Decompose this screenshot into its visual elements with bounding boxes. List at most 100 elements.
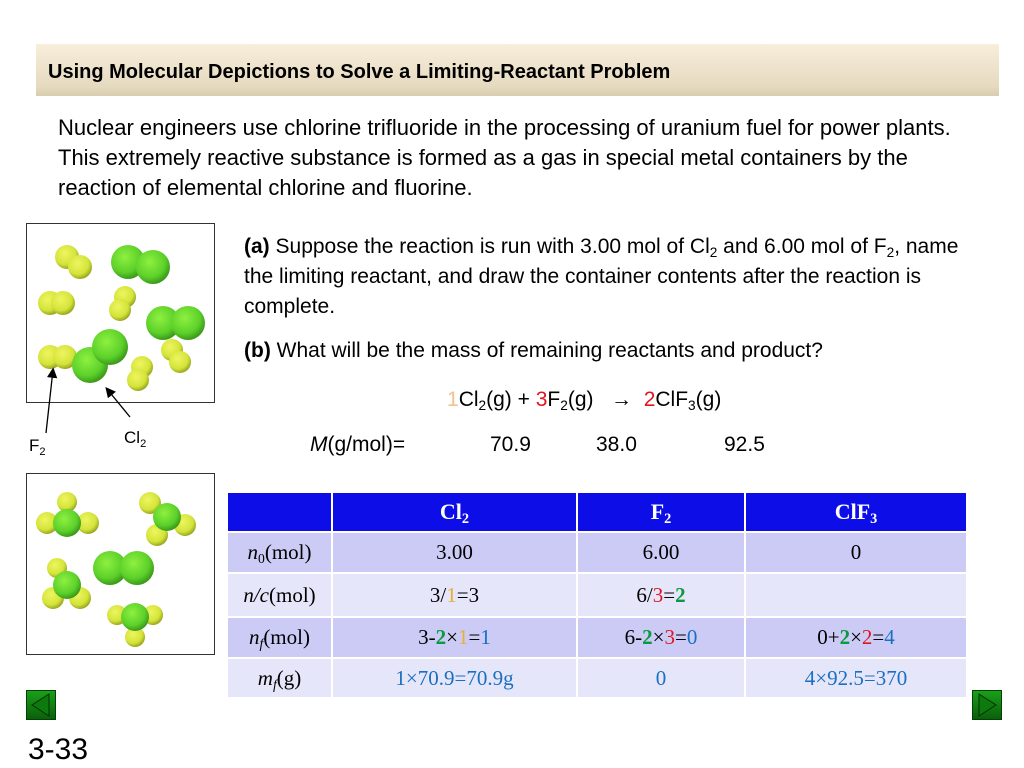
t: M [310,433,328,456]
chlorine-atom [93,551,127,585]
t: Cl [458,388,479,411]
fluorine-atom [169,351,191,373]
t: F [29,436,40,455]
text: What will be the mass of remaining react… [270,339,823,362]
cell: 1×70.9=70.9g [331,657,578,699]
text: and 6.00 mol of F [717,235,887,258]
cell: 6.00 [576,531,746,574]
sub: 2 [39,446,46,458]
t: = [663,582,676,607]
t: × [446,625,458,649]
t: = [675,625,687,649]
cell: 6/3=2 [576,572,746,618]
sub: f [272,676,277,692]
sub: 2 [478,398,487,413]
cell: 3-2×1=1 [331,616,578,659]
sub: 0 [258,551,265,566]
chlorine-atom [53,571,81,599]
fluorine-atom [57,492,77,512]
cell: 0 [576,657,746,699]
table-row: nf(mol) 3-2×1=1 6-2×3=0 0+2×2=4 [226,616,968,659]
t: = [468,625,481,649]
t: n/c [243,582,269,607]
header-clf3: ClF3 [744,491,968,533]
triangle-right-icon [978,693,997,717]
fluorine-atom [51,291,75,315]
sub: 2 [461,511,470,527]
fluorine-atom [125,627,145,647]
t: F [547,388,561,411]
chlorine-atom [136,250,170,284]
row-label: nf(mol) [226,616,333,659]
t: (g) [695,388,722,411]
t: n [249,625,260,649]
text: , name the limiting reactant, and draw t… [244,235,959,318]
sub: 3 [870,511,878,527]
intro-text: Nuclear engineers use chlorine trifluori… [58,115,951,200]
sub: 2 [709,245,718,260]
t: 2 [861,625,873,649]
molar-mass-label: M(g/mol)= [310,433,405,457]
t: (g) + [486,388,536,411]
t: 3- [418,625,436,649]
t: Cl [124,428,141,447]
f2-arrow [45,367,58,434]
t: ClF [655,388,689,411]
t: F [650,499,665,524]
t: × [850,625,862,649]
fluorine-atom [36,512,58,534]
title-bar: Using Molecular Depictions to Solve a Li… [36,44,999,96]
fluorine-atom [127,369,149,391]
table-header-row: Cl2 F2 ClF3 [226,491,968,533]
molar-mass-clf3: 92.5 [724,433,765,456]
sub: 2 [886,245,895,260]
t: 4 [884,625,895,649]
sub: 2 [560,398,568,413]
fluorine-atom [139,492,161,514]
sub: 3 [688,398,696,413]
question-a: (a) Suppose the reaction is run with 3.0… [244,232,964,322]
header-blank [226,491,333,533]
molar-mass-cl2: 70.9 [490,433,531,456]
previous-slide-button[interactable] [26,690,56,720]
t: (mol) [264,540,312,564]
t: (mol) [263,625,310,649]
cell: 4×92.5=370 [744,657,968,699]
cl2-arrow [105,386,131,418]
t: = [872,625,885,649]
t: 2 [435,625,447,649]
t: =3 [456,582,480,607]
t: 0+ [817,625,840,649]
t: 2 [839,625,851,649]
coef: 2 [643,388,656,411]
chlorine-atom [120,551,154,585]
t: ClF [834,499,871,524]
chlorine-atom [92,329,128,365]
cell: 0+2×2=4 [744,616,968,659]
stoichiometry-table: Cl2 F2 ClF3 n0(mol) 3.00 6.00 0 n/c(mol)… [226,491,968,699]
t: 6/ [636,582,653,607]
t: 0 [686,625,698,649]
fluorine-atom [109,299,131,321]
slide-title: Using Molecular Depictions to Solve a Li… [48,61,671,83]
t: 6- [624,625,643,649]
cell: 3/1=3 [331,572,578,618]
t: 1 [458,625,469,649]
fluorine-atom [77,512,99,534]
chlorine-atom [53,509,81,537]
text: Suppose the reaction is run with 3.00 mo… [269,235,710,258]
chlorine-atom [153,503,181,531]
table-row: n0(mol) 3.00 6.00 0 [226,531,968,574]
sub: 2 [664,511,672,527]
header-f2: F2 [576,491,746,533]
next-slide-button[interactable] [972,690,1002,720]
t: 2 [642,625,653,649]
coef: 3 [535,388,548,411]
t: (mol) [269,582,316,607]
coef: 1 [447,388,459,411]
molar-mass-f2: 38.0 [596,433,637,456]
t: 1 [480,625,491,649]
cell: 6-2×3=0 [576,616,746,659]
table-row: n/c(mol) 3/1=3 6/3=2 [226,572,968,618]
fluorine-atom [68,255,92,279]
